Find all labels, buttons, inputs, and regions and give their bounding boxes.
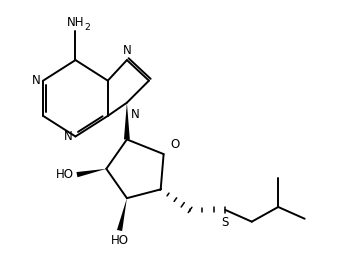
Text: HO: HO: [56, 168, 74, 181]
Polygon shape: [117, 198, 127, 231]
Text: 2: 2: [84, 23, 90, 32]
Polygon shape: [76, 169, 106, 177]
Text: N: N: [64, 130, 73, 143]
Text: NH: NH: [67, 16, 84, 29]
Polygon shape: [124, 103, 130, 139]
Text: N: N: [32, 74, 41, 87]
Text: N: N: [131, 108, 139, 121]
Text: O: O: [170, 138, 179, 151]
Text: S: S: [222, 216, 229, 230]
Text: N: N: [122, 43, 131, 56]
Text: HO: HO: [111, 234, 128, 247]
